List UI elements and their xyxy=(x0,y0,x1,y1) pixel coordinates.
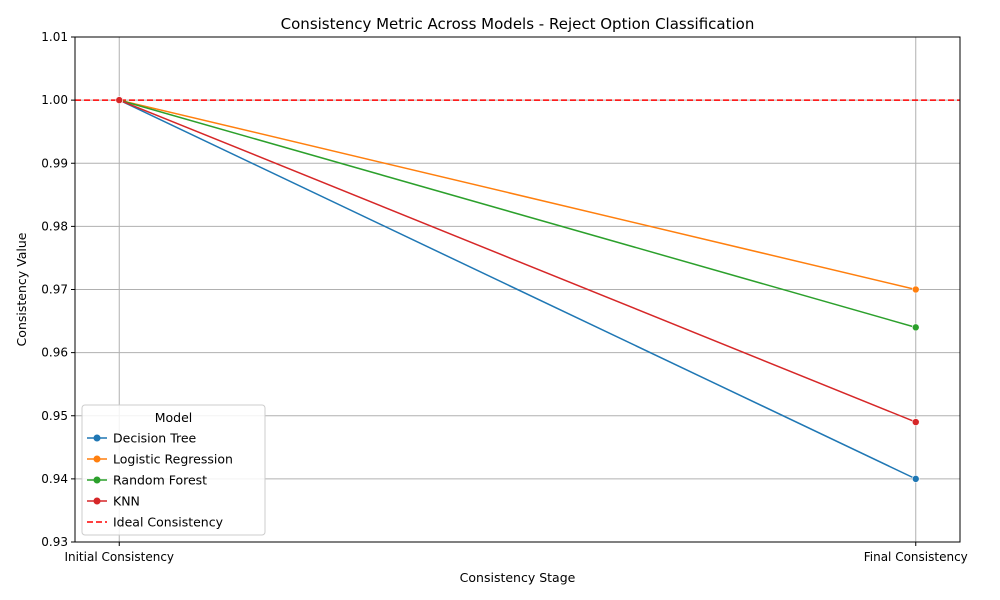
y-tick-label: 0.97 xyxy=(41,283,68,297)
y-tick-label: 0.93 xyxy=(41,535,68,549)
y-axis-label: Consistency Value xyxy=(14,232,29,346)
legend-label-ideal-consistency: Ideal Consistency xyxy=(113,515,224,530)
data-point-random-forest xyxy=(911,323,920,332)
y-tick-label: 1.01 xyxy=(41,30,68,44)
x-axis-label: Consistency Stage xyxy=(460,570,576,585)
series-line-knn xyxy=(118,99,917,423)
chart-title: Consistency Metric Across Models - Rejec… xyxy=(281,15,755,33)
y-tick-label: 0.95 xyxy=(41,409,68,423)
legend-marker-logistic-regression xyxy=(93,455,101,463)
legend-label-decision-tree: Decision Tree xyxy=(113,431,197,446)
y-tick-label: 0.94 xyxy=(41,472,68,486)
legend-label-random-forest: Random Forest xyxy=(113,473,207,488)
legend-marker-random-forest xyxy=(93,476,101,484)
series-line-logistic-regression xyxy=(119,99,916,291)
data-point-knn xyxy=(911,418,920,426)
data-point-knn xyxy=(115,96,124,104)
data-point-decision-tree xyxy=(911,475,920,483)
legend-box xyxy=(81,404,266,536)
legend-marker-knn xyxy=(93,497,101,505)
y-axis-ticks: 0.93 0.94 0.95 0.96 0.97 0.98 0.99 1.00 1.01 xyxy=(41,30,75,549)
y-tick-label: 0.98 xyxy=(41,219,68,233)
legend-marker-decision-tree xyxy=(93,434,101,442)
y-tick-label: 0.99 xyxy=(41,156,68,170)
series-group xyxy=(115,96,920,483)
x-axis-ticks: Initial Consistency Final Consistency xyxy=(64,542,968,564)
legend-label-logistic-regression: Logistic Regression xyxy=(113,452,233,467)
y-tick-label: 1.00 xyxy=(41,93,68,107)
series-line-decision-tree xyxy=(118,99,917,480)
x-tick-label: Initial Consistency xyxy=(64,550,174,564)
data-point-logistic-regression xyxy=(911,285,920,294)
legend-title: Model xyxy=(155,410,193,425)
x-tick-label: Final Consistency xyxy=(864,550,968,564)
legend-label-knn: KNN xyxy=(113,494,140,509)
y-tick-label: 0.96 xyxy=(41,346,68,360)
legend: Model Decision Tree Logistic Regression Ran… xyxy=(81,404,266,536)
series-line-random-forest xyxy=(119,99,916,329)
